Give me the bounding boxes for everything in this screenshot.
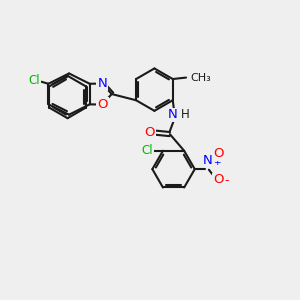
- Text: -: -: [224, 174, 229, 188]
- Text: H: H: [181, 109, 190, 122]
- Text: N: N: [202, 154, 212, 167]
- Text: Cl: Cl: [141, 144, 153, 157]
- Text: +: +: [213, 158, 220, 167]
- Text: O: O: [97, 98, 107, 111]
- Text: N: N: [97, 77, 107, 90]
- Text: Cl: Cl: [28, 74, 40, 87]
- Text: O: O: [145, 126, 155, 139]
- Text: N: N: [168, 109, 178, 122]
- Text: O: O: [213, 147, 224, 160]
- Text: CH₃: CH₃: [190, 73, 211, 82]
- Text: O: O: [213, 173, 224, 186]
